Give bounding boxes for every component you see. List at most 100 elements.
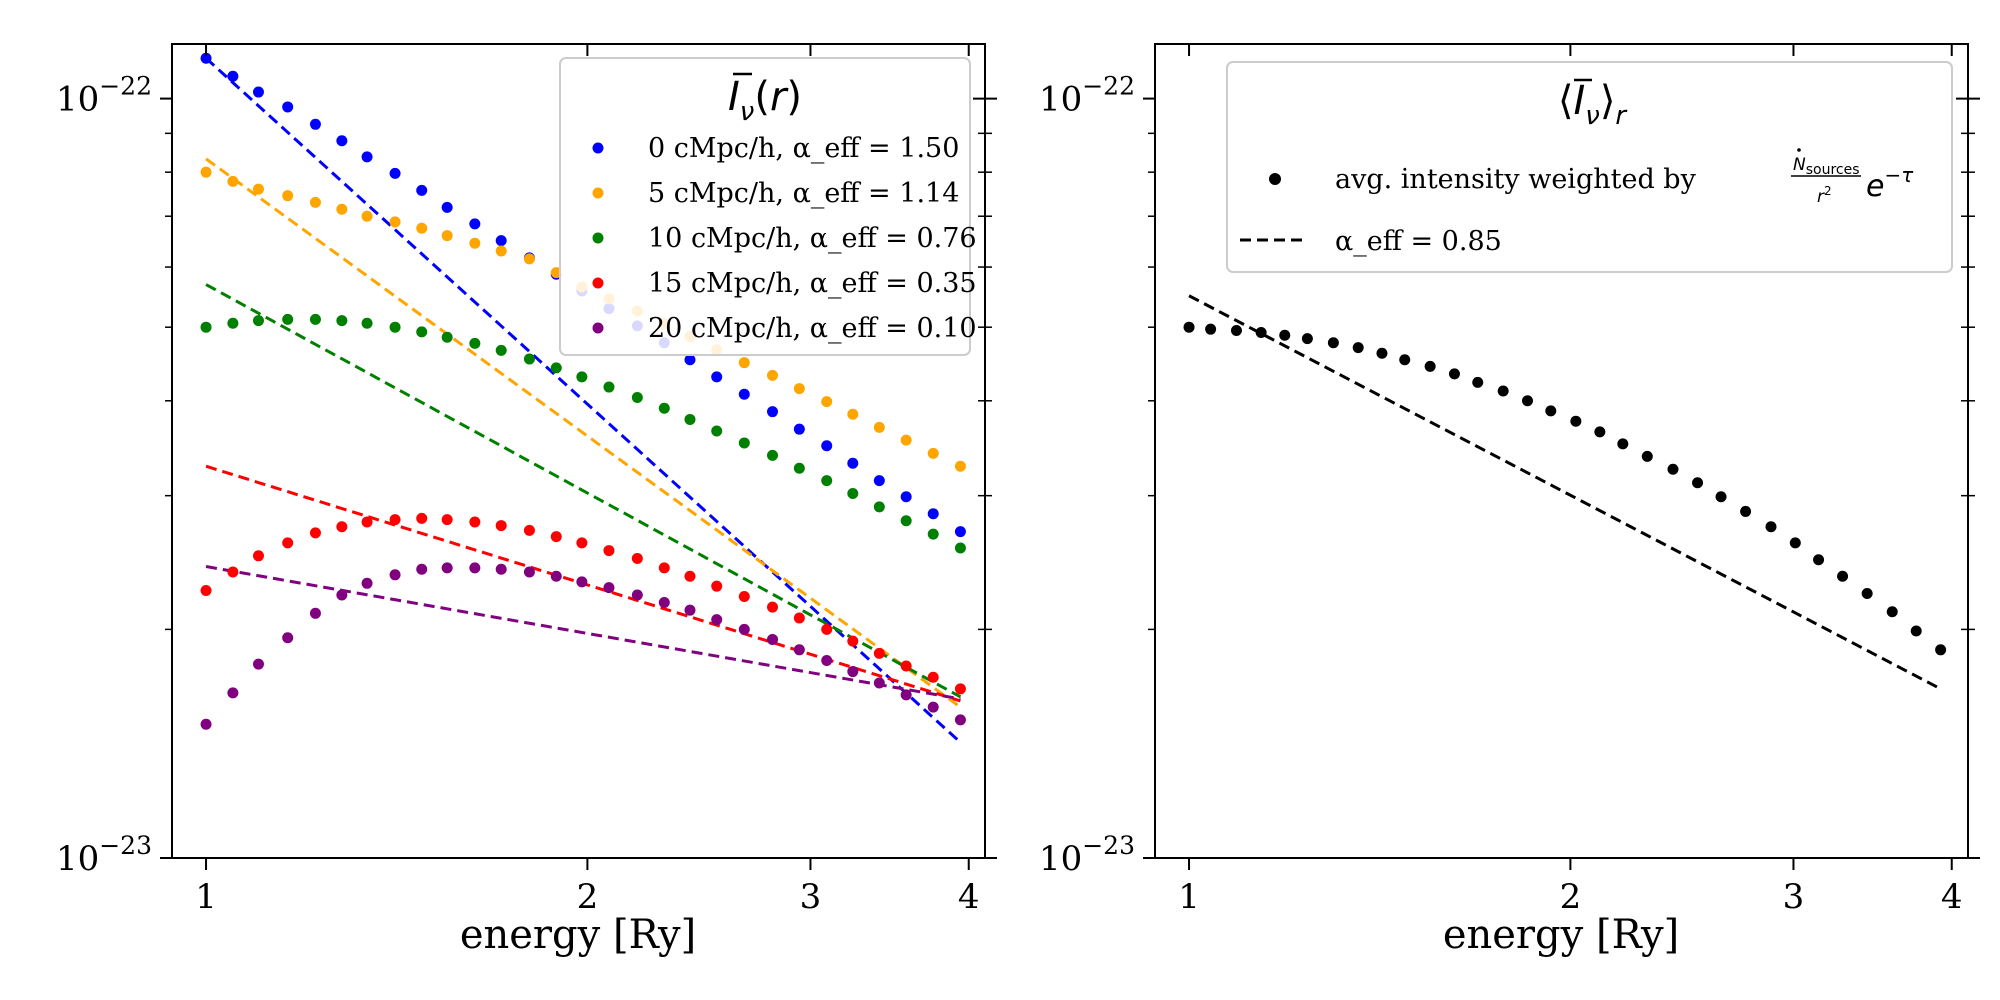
data-point-s0-4 bbox=[1279, 329, 1291, 341]
data-point-s0-15 bbox=[1545, 405, 1557, 417]
data-point-s2-12 bbox=[523, 353, 535, 365]
left-legend-entries: 0 cMpc/h, α_eff = 1.50 5 cMpc/h, α_eff = … bbox=[592, 133, 977, 344]
data-point-s0-29 bbox=[1886, 606, 1898, 618]
data-point-s0-23 bbox=[1740, 505, 1752, 517]
data-point-s3-5 bbox=[336, 521, 348, 533]
data-point-s4-10 bbox=[469, 562, 481, 574]
fit-line-0 bbox=[1188, 294, 1942, 691]
legend-marker-series-2 bbox=[592, 232, 604, 244]
data-point-s0-27 bbox=[927, 508, 939, 520]
left-x-axis-label: energy [Ry] bbox=[460, 912, 696, 958]
data-point-s1-20 bbox=[738, 357, 750, 369]
data-point-s0-12 bbox=[1472, 376, 1484, 388]
right-legend: ⟨Iν⟩r avg. intensity weighted by Nsource… bbox=[1226, 61, 1953, 273]
data-point-s0-17 bbox=[1594, 426, 1606, 438]
data-point-s4-23 bbox=[821, 654, 833, 666]
legend-label-series-3: 15 cMpc/h, α_eff = 0.35 bbox=[648, 268, 977, 299]
data-point-s4-1 bbox=[227, 687, 239, 699]
x-tick-label: 3 bbox=[800, 877, 822, 917]
data-point-s3-0 bbox=[200, 585, 212, 597]
data-point-s3-8 bbox=[416, 512, 428, 524]
y-tick-label: 10−23 bbox=[56, 831, 152, 879]
data-point-s0-10 bbox=[1424, 360, 1436, 372]
x-tick-label: 1 bbox=[195, 877, 217, 917]
data-point-s0-28 bbox=[954, 526, 966, 538]
data-point-s1-23 bbox=[821, 396, 833, 408]
data-point-s2-15 bbox=[603, 381, 615, 393]
data-point-s4-0 bbox=[200, 718, 212, 730]
data-point-s0-27 bbox=[1837, 570, 1849, 582]
data-point-s4-20 bbox=[738, 623, 750, 635]
data-point-s1-24 bbox=[847, 408, 859, 420]
data-point-s4-9 bbox=[441, 562, 453, 574]
data-point-s0-19 bbox=[1641, 450, 1653, 462]
data-point-s4-27 bbox=[927, 701, 939, 713]
data-point-s2-17 bbox=[658, 402, 670, 414]
data-point-s4-7 bbox=[389, 569, 401, 581]
data-point-s3-15 bbox=[603, 545, 615, 557]
data-point-s4-28 bbox=[954, 714, 966, 726]
data-point-s0-4 bbox=[309, 118, 321, 130]
data-point-s2-0 bbox=[200, 321, 212, 333]
data-point-s0-28 bbox=[1861, 587, 1873, 599]
data-point-s3-10 bbox=[469, 516, 481, 528]
y-tick-label: 10−22 bbox=[1039, 72, 1135, 120]
data-point-s4-6 bbox=[361, 577, 373, 589]
data-point-s4-3 bbox=[282, 632, 294, 644]
data-point-s4-5 bbox=[336, 589, 348, 601]
data-point-s0-26 bbox=[1813, 554, 1825, 566]
data-point-s0-1 bbox=[227, 70, 239, 82]
data-point-s2-20 bbox=[738, 437, 750, 449]
data-point-s1-11 bbox=[495, 245, 507, 257]
fit-line-4 bbox=[205, 565, 961, 701]
data-point-s4-14 bbox=[576, 576, 588, 588]
right-fit-lines bbox=[1188, 294, 1942, 691]
legend-marker-series-0 bbox=[592, 142, 604, 154]
data-point-s3-4 bbox=[309, 527, 321, 539]
data-point-s3-25 bbox=[873, 647, 885, 659]
data-point-s4-25 bbox=[873, 677, 885, 689]
data-point-s0-23 bbox=[821, 440, 833, 452]
data-point-s4-17 bbox=[658, 596, 670, 608]
data-point-s1-26 bbox=[900, 434, 912, 446]
data-point-s1-4 bbox=[309, 196, 321, 208]
data-point-s0-13 bbox=[1497, 385, 1509, 397]
data-point-s0-25 bbox=[873, 475, 885, 487]
data-point-s0-20 bbox=[738, 388, 750, 400]
data-point-s3-9 bbox=[441, 514, 453, 526]
data-point-s0-31 bbox=[1935, 644, 1947, 656]
data-point-s0-22 bbox=[793, 423, 805, 435]
data-point-s3-26 bbox=[900, 660, 912, 672]
data-point-s2-11 bbox=[495, 344, 507, 356]
x-tick-label: 2 bbox=[577, 877, 599, 917]
data-point-s0-1 bbox=[1205, 323, 1217, 335]
data-point-s4-18 bbox=[684, 604, 696, 616]
data-point-s1-3 bbox=[282, 190, 294, 202]
data-point-s3-1 bbox=[227, 566, 239, 578]
data-point-s2-10 bbox=[469, 337, 481, 349]
right-data-points bbox=[1183, 321, 1947, 656]
data-point-s2-23 bbox=[821, 475, 833, 487]
right-x-axis-label: energy [Ry] bbox=[1443, 912, 1679, 958]
data-point-s1-8 bbox=[416, 222, 428, 234]
data-point-s0-11 bbox=[495, 235, 507, 247]
data-point-s2-21 bbox=[767, 449, 779, 461]
data-point-s3-27 bbox=[927, 671, 939, 683]
data-point-s2-22 bbox=[793, 462, 805, 474]
data-point-s0-2 bbox=[252, 86, 264, 98]
data-point-s1-0 bbox=[200, 166, 212, 178]
data-point-s3-11 bbox=[495, 520, 507, 532]
data-point-s0-3 bbox=[282, 101, 294, 113]
x-tick-label: 2 bbox=[1560, 877, 1582, 917]
data-point-s1-2 bbox=[252, 183, 264, 195]
fit-line-2 bbox=[205, 283, 962, 699]
data-point-s2-7 bbox=[389, 321, 401, 333]
data-point-s0-24 bbox=[847, 457, 859, 469]
data-point-s4-4 bbox=[309, 607, 321, 619]
data-point-s3-22 bbox=[793, 612, 805, 624]
data-point-s3-13 bbox=[550, 531, 562, 543]
data-point-s3-3 bbox=[282, 537, 294, 549]
data-point-s0-0 bbox=[200, 52, 212, 64]
left-legend: Iν(r) 0 cMpc/h, α_eff = 1.50 5 cMpc/h, α_… bbox=[559, 57, 977, 356]
data-point-s2-19 bbox=[711, 425, 723, 437]
